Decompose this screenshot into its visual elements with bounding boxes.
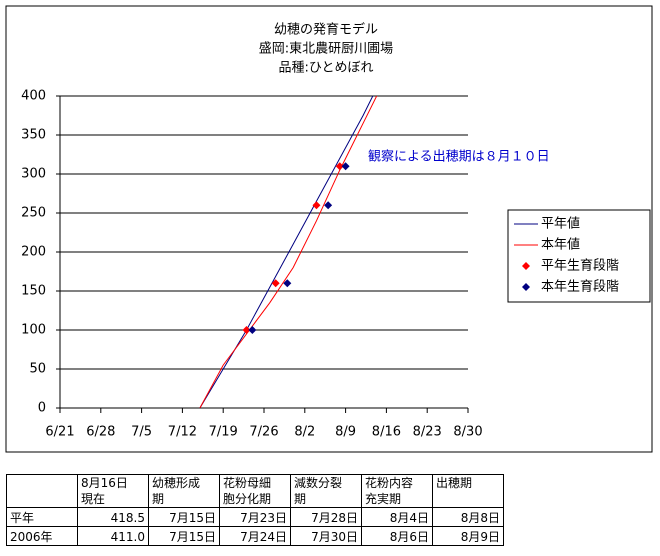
chart: 幼穂の発育モデル 盛岡:東北農研厨川圃場 品種:ひとめぼれ 観察による出穂期は８… xyxy=(5,5,653,453)
point xyxy=(341,162,350,171)
y-tick-label: 50 xyxy=(29,362,46,377)
legend-label: 平年生育段階 xyxy=(541,258,619,274)
cell-text: 7月30日 xyxy=(311,530,358,544)
cell-text: 幼穂形成 xyxy=(152,476,201,490)
cell: 7月15日 xyxy=(148,526,220,546)
y-tick-label: 250 xyxy=(21,206,46,221)
y-tick-label: 200 xyxy=(21,245,46,260)
plot xyxy=(199,96,378,408)
cell-text: 7月15日 xyxy=(169,530,216,544)
legend-swatch xyxy=(522,262,530,270)
cell: 平年 xyxy=(6,507,78,527)
table-header: 8月16日 現在 幼穂形成期花粉母細 胞分化期 減数分裂期花粉内容 充実期 出穂期 xyxy=(6,474,504,508)
legend-label: 本年生育段階 xyxy=(541,279,619,295)
cell: 7月15日 xyxy=(148,507,220,527)
legend-label: 本年値 xyxy=(541,237,580,253)
cell-text: 2006年 xyxy=(10,530,53,544)
cell: 8月6日 xyxy=(361,526,433,546)
line xyxy=(199,96,378,408)
legend xyxy=(507,209,651,303)
cell: 7月30日 xyxy=(290,526,362,546)
cell-text: 現在 xyxy=(81,492,106,506)
cell-text: 7月24日 xyxy=(240,530,287,544)
cell-text: 7月28日 xyxy=(311,511,358,525)
header-cell: 出穂期 xyxy=(432,474,504,508)
chart-title: 幼穂の発育モデル xyxy=(274,22,378,38)
cell-text: 7月23日 xyxy=(240,511,287,525)
x-tick-label: 6/28 xyxy=(86,425,115,440)
chart-title: 品種:ひとめぼれ xyxy=(279,60,374,76)
point xyxy=(248,326,257,334)
cell xyxy=(6,474,78,508)
cell: 411.0 xyxy=(77,526,149,546)
cell-text: 期 xyxy=(294,492,307,506)
y-tick-label: 100 xyxy=(21,323,46,338)
cell: 418.5 xyxy=(77,507,149,527)
cell-text: 7月15日 xyxy=(169,511,216,525)
cell-text: 8月16日 xyxy=(81,476,128,490)
cell: 8月4日 xyxy=(361,507,433,527)
x-tick-label: 7/12 xyxy=(168,425,197,440)
x-tick-label: 7/5 xyxy=(131,425,152,440)
cell: 7月23日 xyxy=(219,507,291,527)
cell-text: 8月4日 xyxy=(389,511,429,525)
cell: 7月24日 xyxy=(219,526,291,546)
x-tick-label: 8/30 xyxy=(453,425,482,440)
y-tick-label: 0 xyxy=(38,401,46,416)
x-tick-label: 8/2 xyxy=(294,425,315,440)
cell-text: 充実期 xyxy=(365,492,402,506)
y-tick-label: 150 xyxy=(21,284,46,299)
header-cell: 花粉内容 充実期 xyxy=(361,474,433,508)
cell-text: 8月9日 xyxy=(460,530,500,544)
point xyxy=(271,279,280,288)
cell-text: 期 xyxy=(152,492,165,506)
point xyxy=(283,279,292,288)
cell-text: 花粉内容 xyxy=(365,476,414,490)
x-tick-label: 8/16 xyxy=(372,425,401,440)
x-tick-label: 8/9 xyxy=(335,425,356,440)
x-tick-label: 8/23 xyxy=(413,425,442,440)
point xyxy=(242,326,251,334)
table: 8月16日 現在 幼穂形成期花粉母細 胞分化期 減数分裂期花粉内容 充実期 出穂期 平年 41… xyxy=(6,474,504,546)
cell: 8月8日 xyxy=(432,507,504,527)
x-tick-label: 7/19 xyxy=(209,425,238,440)
cell-text: 減数分裂 xyxy=(294,476,343,490)
cell-text: 418.5 xyxy=(110,511,145,525)
header-cell: 幼穂形成期 xyxy=(148,474,220,508)
annotation: 観察による出穂期は８月１０日 xyxy=(368,150,550,165)
cell-text: 8月8日 xyxy=(460,511,500,525)
header-cell: 減数分裂期 xyxy=(290,474,362,508)
line xyxy=(199,96,374,408)
x-tick-label: 6/21 xyxy=(45,425,74,440)
header-cell: 8月16日現在 xyxy=(77,474,149,508)
cell-text: 出穂期 xyxy=(436,476,473,490)
cell: 8月9日 xyxy=(432,526,504,546)
y-tick-label: 400 xyxy=(21,89,46,104)
x-tick-label: 7/26 xyxy=(249,425,278,440)
table-row: 2006年 411.0 7月15日 7月24日 7月30日 8月6日 8月9日 xyxy=(6,526,504,546)
point xyxy=(335,162,344,171)
cell-text: 平年 xyxy=(10,511,35,525)
y-tick-label: 300 xyxy=(21,167,46,182)
table-row: 平年 418.5 7月15日 7月23日 7月28日 8月4日 8月8日 xyxy=(6,507,504,527)
legend-swatch xyxy=(522,283,530,291)
cell-text: 花粉母細 xyxy=(223,476,272,490)
cell-text: 8月6日 xyxy=(389,530,429,544)
chart-title: 盛岡:東北農研厨川圃場 xyxy=(259,41,393,57)
cell-text: 411.0 xyxy=(110,530,145,544)
cell-text: 胞分化期 xyxy=(223,492,272,506)
header-cell: 花粉母細 胞分化期 xyxy=(219,474,291,508)
legend-label: 平年値 xyxy=(541,216,580,232)
cell: 7月28日 xyxy=(290,507,362,527)
point xyxy=(324,201,333,210)
cell: 2006年 xyxy=(6,526,78,546)
point xyxy=(312,201,321,210)
y-tick-label: 350 xyxy=(21,128,46,143)
